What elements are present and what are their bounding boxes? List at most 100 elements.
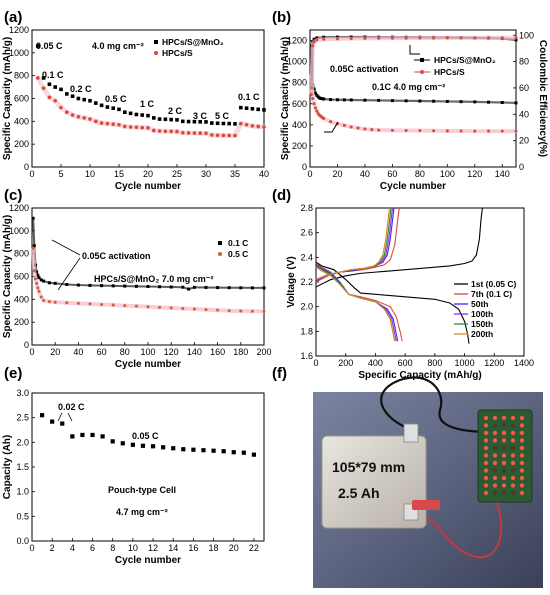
legend-label: 7th (0.1 C) [471,289,512,299]
curve-charge [315,207,483,288]
annotation: 2 C [168,106,183,116]
x-tick-label: 200 [338,358,353,368]
data-point [404,36,408,40]
data-point [70,94,75,99]
y-tick-label: 1000 [9,48,29,58]
data-point [140,125,144,130]
legend-marker [420,58,424,62]
annotation: 0.05 C [132,431,159,441]
y-tick-label: 600 [14,272,29,282]
data-point [90,432,95,438]
connector-clip [412,500,440,510]
legend-marker [420,70,424,74]
legend-label: 1st (0.05 C) [471,279,517,289]
data-point [31,216,35,220]
led-dot [510,483,516,488]
data-point [181,306,185,310]
legend-label: 0.1 C [228,238,248,248]
data-point [60,421,65,426]
led-dot [501,453,507,458]
data-point [169,129,173,134]
data-point [35,270,39,274]
cell-capacity-label: 2.5 Ah [338,485,380,501]
data-point [99,103,104,108]
data-point [335,37,339,41]
led-dot [483,423,489,428]
x-tick-label: 60 [97,347,107,357]
x-tick-label: 6 [90,543,95,553]
data-point [231,450,236,455]
data-point [65,282,69,286]
data-point [39,295,43,299]
led-dot [492,438,498,443]
data-point [244,106,249,111]
x-tick-label: 14 [168,543,178,553]
annotation: 0.1 C [42,70,64,80]
data-point [157,129,162,133]
data-point [163,129,168,134]
y-axis-label: Capacity (Ah) [2,435,13,499]
led-dot [483,415,489,421]
y-tick-label: 2.5 [16,413,29,423]
led-dot [501,438,507,443]
series-trace [31,247,265,314]
data-point [123,284,127,288]
y-tick-label: 2.0 [300,302,313,312]
data-point [171,446,176,451]
annotation: 5 C [215,111,230,121]
data-point [42,279,46,283]
data-point [370,128,374,132]
data-point [82,97,86,102]
led-dot [510,423,516,428]
data-point [140,113,144,117]
x-tick-label: 100 [440,169,455,179]
data-point [262,108,266,112]
data-point [111,303,115,307]
chart-e: 0 2 4 6 8 10 12 14 16 18 20 22 0.0 0.5 1.0 1.5 2.0 2.5 3.0… [2,388,265,566]
led-dot [510,445,516,451]
y-tick-label: 1.0 [16,487,29,497]
data-point [134,304,138,308]
y-tick-label: 2.6 [300,228,313,238]
y-tick-label: 2.0 [16,437,29,447]
data-point [500,101,504,105]
data-point [82,116,86,120]
data-point [342,123,346,127]
curve-charge [315,207,394,281]
x-tick-label: 120 [164,347,179,357]
annotation: HPCs/S@MnO₂ 7.0 mg cm⁻² [94,274,214,284]
data-point [76,301,80,305]
data-point [36,76,40,80]
x-tick-label: 5 [58,169,63,179]
data-point [169,285,173,289]
data-point [100,284,104,288]
y-axis-label: Specific Capacity (mAh/g) [280,37,291,160]
data-point [31,246,35,250]
y2-tick-label: 100 [519,30,534,40]
data-point [500,36,504,40]
led-dot [519,423,525,428]
y-tick-label: 2.8 [300,203,313,213]
data-point [390,99,394,103]
data-point [76,96,81,101]
legend-marker [218,241,222,245]
data-point [65,92,69,96]
led-dot [483,460,489,466]
y-tick-label: 1.6 [300,351,313,361]
x-tick-label: 15 [114,169,124,179]
x-tick-label: 800 [427,358,442,368]
data-point [514,101,518,105]
legend-label: HPCs/S@MnO₂ [434,55,496,65]
y-tick-label: 1200 [9,25,29,35]
data-point [175,129,179,134]
chart-d: 0 200 400 600 800 1000 1200 1400 1.6 1.8 2.0 2.2 2.4… [286,203,534,381]
y-tick-label: 1.8 [300,326,313,336]
annotation: 4.7 mg cm⁻² [116,507,168,517]
data-point [41,86,46,91]
data-point [377,36,381,40]
legend-label: HPCs/S@MnO₂ [162,37,224,47]
led-dot [492,445,498,451]
data-point [36,273,40,277]
x-tick-label: 600 [398,358,413,368]
